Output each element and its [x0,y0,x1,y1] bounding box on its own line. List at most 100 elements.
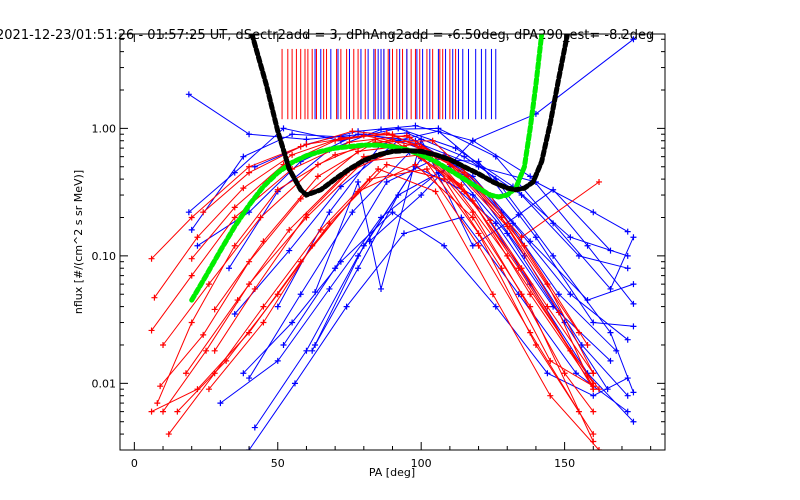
red-series-line-0 [151,134,594,390]
red-series-point-14-4 [355,188,362,195]
red-series-point-9-7 [547,357,554,364]
red-series-point-12-6 [515,265,522,272]
red-series-point-13-7 [590,370,597,377]
blue-series-point-10-3 [475,158,482,165]
blue-series-point-12-0 [194,242,201,249]
red-series-point-13-2 [314,173,321,180]
red-series-point-6-1 [200,331,207,338]
red-series-point-5-0 [165,431,172,438]
blue-series-point-15-6 [550,186,557,193]
blue-series-point-6-1 [355,265,362,272]
red-series-point-1-1 [188,319,195,326]
red-series-point-0-4 [360,132,367,139]
red-series-point-15-7 [584,341,591,348]
red-series-point-12-7 [567,347,574,354]
red-series-point-12-0 [182,370,189,377]
red-series-point-11-6 [487,217,494,224]
blue-series-point-0-8 [624,228,631,235]
red-series-point-14-8 [590,438,597,445]
red-series-point-4-0 [151,294,158,301]
blue-series-point-7-1 [297,291,304,298]
blue-series-point-2-0 [188,226,195,233]
blue-series-point-9-2 [326,285,333,292]
red-series-point-13-4 [429,137,436,144]
blue-series-line-13 [277,130,634,393]
red-series-point-9-8 [590,383,597,390]
green-fit-curve [189,34,545,303]
red-series-point-15-3 [349,128,356,135]
blue-series-point-10-1 [360,242,367,249]
blue-series-point-13-5 [550,252,557,259]
red-series-point-5-5 [432,188,439,195]
red-series-point-8-6 [518,291,525,298]
blue-series-point-1-1 [231,169,238,176]
blue-series-point-7-7 [624,392,631,399]
red-series-point-13-0 [211,306,218,313]
blue-series-point-4-4 [441,242,448,249]
blue-series-point-1-8 [624,252,631,259]
red-series-point-10-0 [205,386,212,393]
blue-series-point-12-8 [630,281,637,288]
red-series-point-7-0 [188,255,195,262]
blue-series-point-14-3 [400,230,407,237]
blue-series-point-17-2 [469,137,476,144]
red-series-line-2 [151,134,600,331]
blue-series-point-9-0 [217,400,224,407]
blue-series-line-11 [234,140,629,341]
red-series-point-14-5 [412,161,419,168]
blue-series-point-11-7 [624,336,631,343]
blue-series-point-13-1 [326,209,333,216]
blue-series-point-8-5 [555,291,562,298]
blue-series-point-14-6 [573,370,580,377]
red-series-point-2-0 [148,327,155,334]
red-series-point-6-0 [157,383,164,390]
blue-series-line-9 [220,171,611,404]
red-series-point-12-2 [286,226,293,233]
red-series-point-3-1 [203,347,210,354]
blue-series-point-9-5 [492,220,499,227]
red-series-point-15-4 [406,134,413,141]
red-series-point-14-1 [194,386,201,393]
blue-series-point-15-2 [378,285,385,292]
red-series-point-0-2 [246,163,253,170]
red-series-point-15-1 [246,169,253,176]
red-series-point-0-0 [148,255,155,262]
blue-series-point-4-1 [289,319,296,326]
x-tick-label-0: 0 [131,457,138,470]
blue-series-point-14-2 [343,303,350,310]
red-series-point-7-7 [555,309,562,316]
blue-series-point-3-6 [584,242,591,249]
red-series-point-2-7 [518,234,525,241]
blue-series-point-15-4 [469,242,476,249]
blue-series-point-14-7 [624,408,631,415]
red-series-point-12-5 [458,181,465,188]
red-series-point-15-6 [521,242,528,249]
red-series-point-9-4 [383,161,390,168]
red-series-point-11-2 [257,214,264,221]
blue-series-point-1-2 [280,125,287,132]
red-series-line-15 [202,130,589,346]
red-series-point-4-2 [240,185,247,192]
blue-series-point-17-4 [630,36,637,43]
y-tick-label-1: 0.10 [92,250,117,263]
blue-series-point-16-6 [550,220,557,227]
blue-series-point-5-7 [630,418,637,425]
red-series-point-1-7 [504,252,511,259]
blue-series-line-14 [248,216,628,450]
blue-series-point-10-5 [590,319,597,326]
blue-series-point-9-1 [274,357,281,364]
red-series-point-11-0 [160,341,167,348]
blue-series-point-6-6 [604,386,611,393]
blue-series-point-13-0 [274,303,281,310]
red-series-point-11-1 [205,281,212,288]
blue-series-point-0-1 [246,131,253,138]
red-series-point-2-8 [596,178,603,185]
red-series-point-7-1 [231,204,238,211]
blue-series-point-3-7 [630,300,637,307]
blue-series-point-4-6 [544,370,551,377]
blue-series-point-13-7 [630,389,637,396]
blue-series-point-8-0 [280,341,287,348]
red-series-point-10-5 [475,242,482,249]
blue-series-point-7-6 [578,341,585,348]
